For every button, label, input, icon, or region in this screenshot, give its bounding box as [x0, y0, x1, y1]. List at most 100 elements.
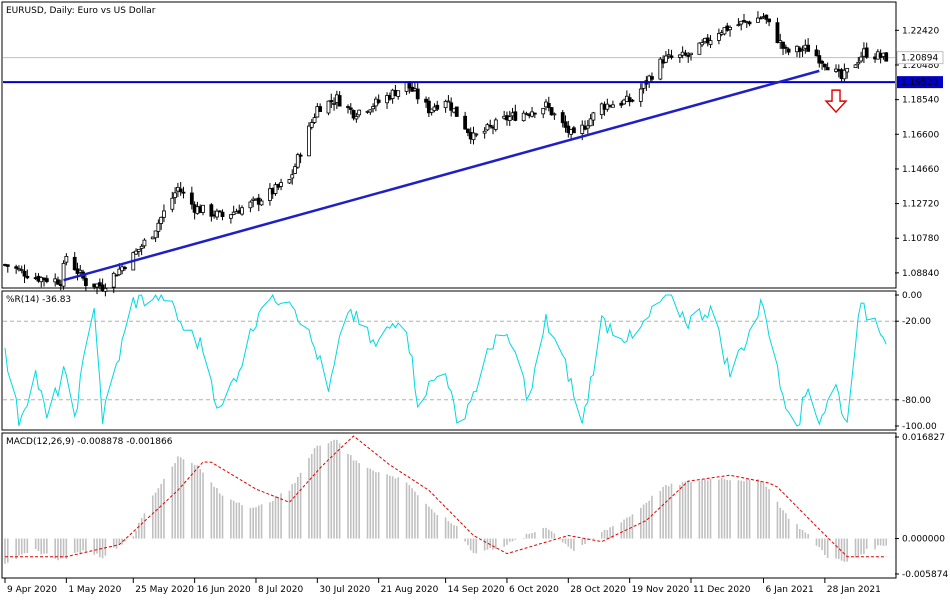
x-tick-label: 6 Oct 2020: [509, 585, 559, 595]
candle-bear: [825, 67, 830, 71]
candle-bear: [884, 52, 889, 62]
candle-bull: [215, 210, 219, 218]
candle-bear: [630, 99, 635, 102]
candle-bull: [259, 200, 264, 206]
x-tick-label: 28 Jan 2021: [827, 585, 881, 595]
x-tick-label: 8 Jul 2020: [258, 585, 303, 595]
sell-signal-arrow-icon: [824, 89, 848, 114]
price-y-tick-label: 1.14660: [902, 165, 939, 175]
candle-bear: [318, 106, 323, 112]
price-y-tick-label: 1.18540: [902, 96, 939, 106]
candle-bull: [357, 109, 362, 116]
candle-bull: [591, 112, 596, 121]
candle-bull: [677, 54, 682, 58]
candle-bear: [742, 20, 746, 22]
candle-bear: [466, 128, 470, 134]
candle-bull: [736, 24, 741, 27]
candle-bull: [117, 268, 122, 276]
candle-bear: [44, 278, 49, 282]
candle-bull: [332, 103, 336, 105]
x-tick-label: 9 Apr 2020: [7, 585, 57, 595]
candle-bull: [552, 113, 557, 116]
x-axis: 9 Apr 2020 1 May 2020 25 May 2020 16 Jun 20…: [4, 578, 881, 595]
candle-bear: [758, 17, 763, 20]
candle-bear: [571, 127, 576, 134]
candle-bear: [814, 49, 819, 57]
candle-bear: [376, 99, 381, 103]
wpr-y-tick-label: 0.00: [902, 291, 922, 301]
candle-bull: [845, 68, 850, 73]
candle-bull: [716, 33, 721, 41]
price-panel-frame: [1, 1, 897, 289]
candle-bull: [541, 108, 546, 115]
candle-bull: [638, 88, 643, 102]
candle-bear: [546, 102, 551, 108]
current-price-label: 1.20894: [901, 54, 938, 64]
candle-bull: [273, 184, 278, 194]
candle-bull: [446, 100, 451, 103]
candle-bull: [856, 61, 861, 65]
candle-bear: [775, 22, 780, 44]
candle-bear: [817, 55, 822, 64]
candle-bull: [134, 250, 138, 255]
macd-y-tick-label: 0.016827: [902, 433, 945, 443]
macd-y-tick-label: -0.005874: [902, 570, 948, 580]
x-tick-label: 19 Nov 2020: [632, 585, 690, 595]
candle-bull: [739, 20, 744, 25]
candle-bull: [136, 248, 141, 252]
wpr-y-tick-label: -20.00: [902, 317, 931, 327]
candle-bear: [781, 41, 785, 49]
candle-bull: [708, 40, 713, 45]
candle-bear: [178, 188, 183, 193]
ascending-trendline: [63, 69, 820, 282]
candle-bull: [287, 179, 292, 184]
candle-bull: [312, 117, 317, 123]
candle-bull: [268, 188, 272, 201]
price-y-tick-label: 1.10780: [902, 234, 939, 244]
candle-bull: [162, 210, 166, 218]
candle-bull: [61, 262, 66, 287]
candle-bear: [426, 100, 431, 114]
candle-bear: [767, 18, 771, 23]
candle-bear: [488, 124, 493, 127]
candle-bear: [114, 274, 119, 277]
candle-bull: [153, 230, 158, 239]
candle-bull: [756, 17, 760, 23]
x-tick-label: 6 Jan 2021: [766, 585, 814, 595]
candle-bear: [217, 210, 222, 213]
current-price-tag: [896, 51, 944, 65]
candle-bear: [783, 46, 788, 49]
price-y-tick-label: 1.08840: [902, 269, 939, 279]
wpr-series-line: [4, 293, 887, 427]
candle-bear: [220, 211, 225, 218]
x-tick-label: 28 Oct 2020: [570, 585, 626, 595]
candle-bull: [689, 52, 693, 56]
x-tick-label: 21 Aug 2020: [381, 585, 439, 595]
candle-bear: [209, 204, 214, 217]
candle-bear: [822, 63, 827, 68]
candle-bear: [337, 95, 342, 107]
candle-bear: [346, 106, 350, 108]
candle-bull: [368, 109, 373, 113]
candle-bull: [493, 119, 498, 130]
candle-bull: [19, 269, 24, 272]
candle-bull: [64, 255, 69, 263]
candle-bear: [72, 256, 77, 271]
macd-signal-line: [5, 435, 887, 558]
candle-bull: [173, 192, 178, 198]
candle-bull: [728, 26, 732, 31]
candle-bull: [248, 201, 253, 209]
candle-bear: [415, 88, 420, 100]
candle-bull: [471, 132, 476, 141]
candle-bull: [309, 122, 314, 128]
price-panel-title: EURUSD, Daily: Euro vs US Dollar: [6, 6, 156, 16]
candle-bull: [201, 204, 205, 213]
candle-bull: [474, 133, 479, 136]
candle-bear: [532, 112, 537, 115]
candle-bear: [435, 104, 440, 110]
candle-bear: [100, 284, 105, 291]
candle-bear: [683, 52, 688, 56]
price-y-tick-label: 1.16600: [902, 130, 939, 140]
